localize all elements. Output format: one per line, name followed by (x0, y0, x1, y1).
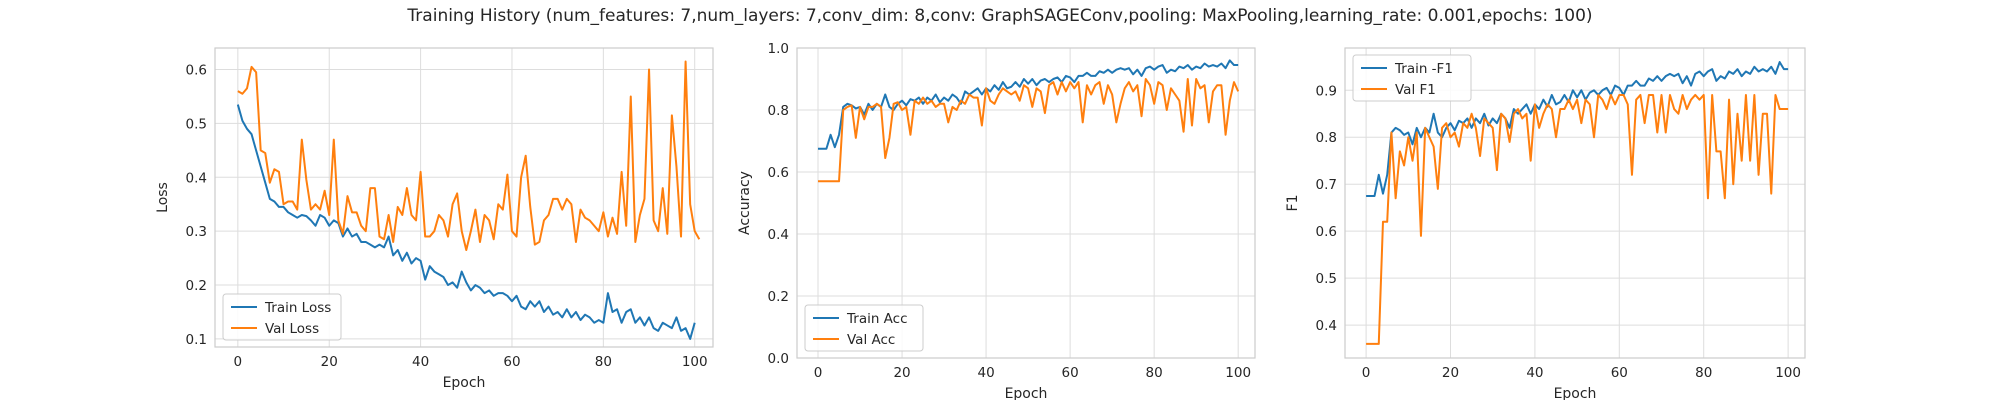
y-tick-label: 0.6 (1316, 224, 1337, 240)
x-tick-label: 0 (1362, 365, 1371, 381)
legend-entry: Val Acc (847, 332, 895, 348)
series-line-train (236, 104, 696, 340)
x-tick-label: 100 (1225, 365, 1251, 381)
y-tick-label: 1.0 (768, 41, 789, 57)
series-line-train (818, 59, 1239, 150)
y-axis-label: F1 (1285, 195, 1301, 212)
x-tick-label: 100 (1775, 365, 1801, 381)
x-axis-label: Epoch (443, 375, 486, 391)
series-line-val (1366, 93, 1789, 345)
x-tick-label: 20 (321, 354, 338, 370)
y-tick-label: 0.7 (1316, 177, 1337, 193)
figure-title: Training History (num_features: 7,num_la… (406, 6, 1592, 26)
x-tick-label: 80 (1146, 365, 1163, 381)
y-axis-label: Accuracy (737, 171, 753, 235)
legend-entry: Train Loss (264, 300, 331, 316)
x-tick-label: 0 (234, 354, 243, 370)
x-axis-label: Epoch (1554, 386, 1597, 400)
y-axis-label: Loss (155, 182, 171, 213)
y-tick-label: 0.6 (768, 165, 789, 181)
x-tick-label: 80 (1695, 365, 1712, 381)
y-tick-label: 0.8 (768, 103, 789, 119)
plot-frame (214, 47, 714, 348)
y-tick-label: 0.8 (1316, 130, 1337, 146)
x-tick-label: 60 (1611, 365, 1628, 381)
legend: Train Acc Val Acc (804, 304, 924, 352)
plot-frame (1344, 47, 1806, 359)
x-tick-label: 40 (412, 354, 429, 370)
x-tick-label: 100 (682, 354, 708, 370)
series-line-val (818, 78, 1240, 183)
legend-entry: Val Loss (265, 321, 319, 337)
loss-chart: 0 20 40 60 80 100 0.1 0.2 0.3 0.4 0.5 0.6 Epoch Loss T… (155, 47, 714, 391)
x-tick-label: 80 (595, 354, 612, 370)
y-tick-label: 0.4 (1316, 318, 1337, 334)
x-tick-label: 60 (1062, 365, 1079, 381)
y-tick-label: 0.1 (186, 332, 207, 348)
series-line-val (237, 60, 701, 252)
plot-frame (796, 47, 1256, 359)
y-tick-label: 0.9 (1316, 83, 1337, 99)
legend-entry: Val F1 (1395, 82, 1436, 98)
x-tick-label: 40 (977, 365, 994, 381)
legend: Train Loss Val Loss (222, 293, 342, 341)
x-axis-label: Epoch (1005, 386, 1048, 400)
x-tick-label: 40 (1526, 365, 1543, 381)
y-tick-label: 0.3 (186, 224, 207, 240)
y-tick-label: 0.2 (768, 289, 789, 305)
x-tick-label: 20 (1442, 365, 1459, 381)
y-tick-label: 0.5 (186, 116, 207, 132)
legend-entry: Train -F1 (1394, 61, 1453, 77)
series-line-train (1366, 61, 1789, 197)
legend: Train -F1 Val F1 (1352, 54, 1472, 102)
y-tick-label: 0.2 (186, 278, 207, 294)
y-tick-label: 0.6 (186, 63, 207, 79)
x-tick-label: 60 (503, 354, 520, 370)
y-tick-label: 0.5 (1316, 271, 1337, 287)
y-tick-label: 0.4 (186, 170, 207, 186)
x-tick-label: 20 (893, 365, 910, 381)
f1-chart: 0 20 40 60 80 100 0.4 0.5 0.6 0.7 0.8 0.9 Epoch F1 Tra… (1285, 47, 1806, 400)
y-tick-label: 0.0 (768, 351, 789, 367)
legend-entry: Train Acc (846, 311, 908, 327)
y-tick-label: 0.4 (768, 227, 789, 243)
accuracy-chart: 0 20 40 60 80 100 0.0 0.2 0.4 0.6 0.8 1.0 Epoch Accur… (737, 41, 1256, 400)
x-tick-label: 0 (814, 365, 823, 381)
